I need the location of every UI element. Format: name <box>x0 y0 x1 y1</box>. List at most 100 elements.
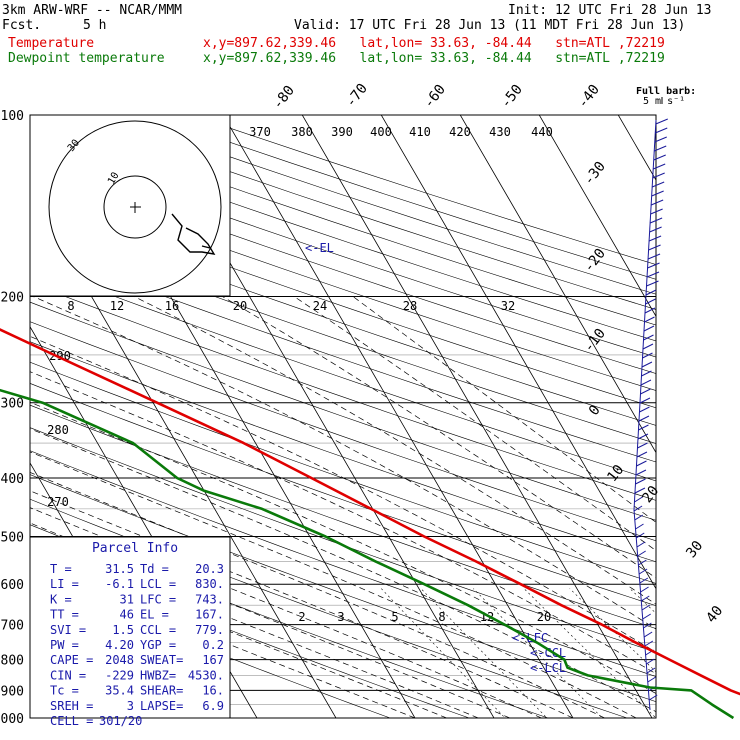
mixing-ratio-label: 2 <box>298 610 305 624</box>
wind-barb <box>639 397 651 404</box>
wind-barb <box>651 181 665 188</box>
parcel-row-label: HWBZ= <box>140 668 176 682</box>
wind-barb <box>639 577 649 584</box>
barb-staff <box>645 119 657 296</box>
wind-barbs <box>633 118 668 711</box>
wind-barb <box>644 307 656 314</box>
moist-adiabat-line <box>30 401 656 694</box>
theta-label: 370 <box>249 125 271 139</box>
isotherm-tick-label: -30 <box>581 159 609 189</box>
pressure-tick-label: 700 <box>1 619 24 634</box>
hodograph-speed-label: 32 <box>501 299 515 313</box>
pressure-tick-label: 400 <box>1 472 24 487</box>
dry-adiabat-line <box>30 450 656 677</box>
parcel-row-value: 46 <box>120 608 134 622</box>
parcel-row-label: PW = <box>50 638 79 652</box>
parcel-row-value: -6.1 <box>105 577 134 591</box>
isotherm-line <box>617 115 656 181</box>
dry-adiabat-line <box>30 228 656 444</box>
parcel-row-value: 0.2 <box>202 638 224 652</box>
parcel-row-value: 31.5 <box>105 562 134 576</box>
parcel-row-value: 1.5 <box>112 623 134 637</box>
parcel-row-label: Td = <box>140 562 169 576</box>
theta-label: 390 <box>331 125 353 139</box>
moist-adiabat-line <box>30 451 637 718</box>
isotherm-tick-label: -60 <box>421 82 449 112</box>
isotherm-line <box>380 115 656 590</box>
theta-label: 380 <box>291 125 313 139</box>
parcel-row-label: SREH = <box>50 699 93 713</box>
parcel-row-value: -229 <box>105 668 134 682</box>
parcel-row-label: LAPSE= <box>140 699 183 713</box>
wind-barb <box>643 325 655 332</box>
wind-barb <box>655 118 668 125</box>
wind-barb <box>654 136 667 143</box>
parcel-row-label: Tc = <box>50 684 79 698</box>
hodograph-trace <box>171 213 216 255</box>
dry-adiabat-line <box>30 301 656 521</box>
hodograph-ring-label: 10 <box>106 171 122 187</box>
wind-barb <box>650 208 663 215</box>
dry-adiabat-line <box>30 194 656 409</box>
wind-barb <box>633 505 643 512</box>
theta-label: 440 <box>531 125 553 139</box>
wind-barb <box>635 523 644 530</box>
wind-barb <box>634 514 644 521</box>
mixing-ratio-line <box>420 588 548 718</box>
wind-barb <box>638 424 649 431</box>
parcel-row-value: 6.9 <box>202 699 224 713</box>
pressure-tick-label: 200 <box>1 291 24 306</box>
wind-barb <box>635 478 646 485</box>
parcel-row-value: 167. <box>195 608 224 622</box>
hodograph-ring <box>48 120 222 294</box>
wind-barb <box>653 154 666 161</box>
parcel-row-value: 35.4 <box>105 684 134 698</box>
dry-adiabat-line <box>30 264 656 482</box>
pressure-tick-label: 300 <box>1 397 24 412</box>
parcel-row-value: 31 <box>120 592 134 606</box>
parcel-row-value: 743. <box>195 592 224 606</box>
isotherm-line <box>222 115 574 718</box>
dry-adiabat-line <box>30 404 656 629</box>
pressure-tick-label: 500 <box>1 530 24 545</box>
wind-barb <box>653 163 666 170</box>
pressure-tick-label: 900 <box>1 684 24 699</box>
parcel-row-label: CELL = <box>50 714 93 728</box>
wind-barb <box>638 415 650 422</box>
parcel-row-label: SWEAT= <box>140 653 183 667</box>
parcel-row-value: 4530. <box>188 668 224 682</box>
wind-barb <box>637 550 646 557</box>
isotherm-tick-label: -70 <box>343 81 371 111</box>
parcel-row-value: 779. <box>195 623 224 637</box>
parcel-row-label: LI = <box>50 577 79 591</box>
parcel-row-label: YGP = <box>140 638 176 652</box>
parcel-row-label: K = <box>50 592 72 606</box>
parcel-title: Parcel Info <box>92 541 178 556</box>
parcel-row-value: 301/20 <box>99 714 142 728</box>
wind-barb <box>636 460 647 467</box>
wind-barb <box>637 442 648 449</box>
wind-barb <box>642 343 654 350</box>
isotherm-tick-label: -80 <box>270 83 298 113</box>
wind-barb <box>643 334 654 341</box>
moist-adiabat-line <box>30 490 574 718</box>
wind-barb <box>644 316 655 323</box>
moist-adiabat-line <box>293 296 656 551</box>
wind-barb <box>643 622 652 629</box>
wind-barb <box>644 640 654 647</box>
parcel-row-value: 167 <box>202 653 224 667</box>
pressure-tick-label: 100 <box>1 109 24 124</box>
dry-adiabat-line <box>145 127 656 295</box>
full-barb-units: 5 m s⁻¹ <box>643 96 685 107</box>
isotherm-tick-label: -40 <box>575 82 603 112</box>
wind-barb <box>635 532 645 539</box>
hodograph-storm-motion <box>201 245 211 249</box>
wind-barb <box>641 604 651 611</box>
parcel-row-value: 16. <box>202 684 224 698</box>
wind-barb <box>636 541 646 548</box>
dewpoint-profile-line <box>0 388 735 720</box>
wind-barb <box>650 199 664 206</box>
wind-barb <box>648 244 661 251</box>
